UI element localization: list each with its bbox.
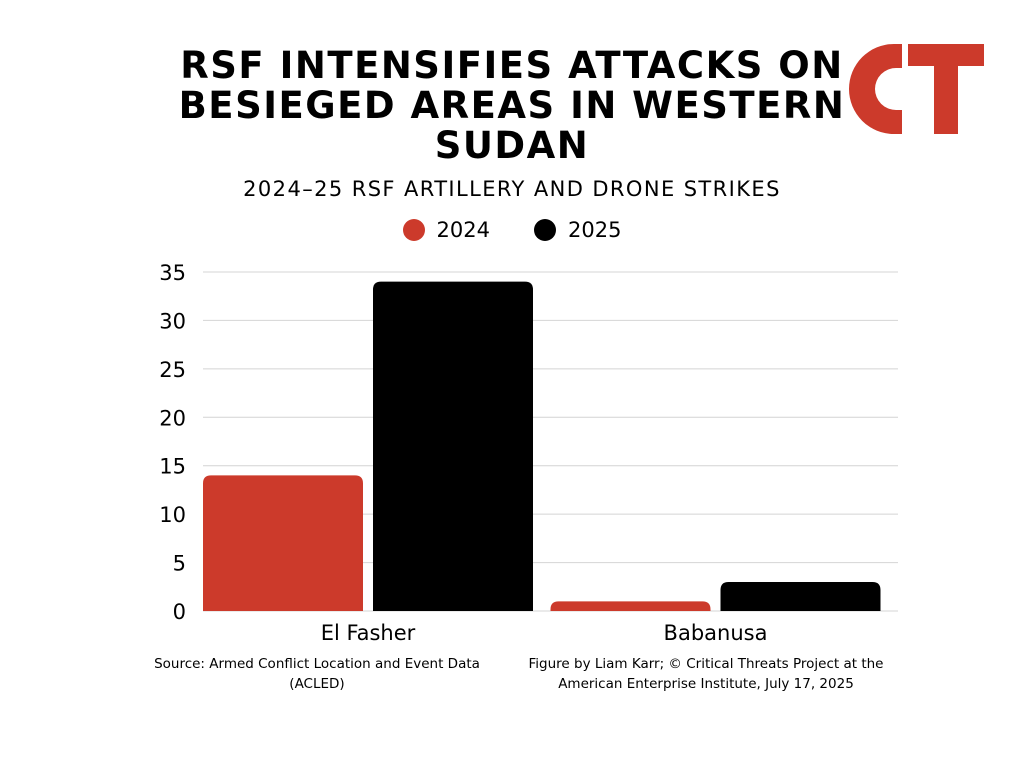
y-tick-label: 25 [159,358,186,382]
chart-title: RSF INTENSIFIES ATTACKS ON BESIEGED AREA… [178,44,846,167]
x-tick-label: Babanusa [664,621,768,645]
y-tick-label: 20 [159,406,186,430]
chart-subtitle: 2024–25 RSF ARTILLERY AND DRONE STRIKES [243,177,781,201]
legend-swatch-2024 [402,219,425,241]
ct-logo [849,44,984,134]
y-tick-label: 15 [159,455,186,479]
bar-el-fasher-2025 [373,281,533,611]
legend-swatch-2025 [534,219,556,241]
source-note: Source: Armed Conflict Location and Even… [154,656,480,692]
legend: 2024 2025 [0,218,1024,242]
credit-note: Figure by Liam Karr; © Critical Threats … [528,656,884,692]
y-tick-label: 35 [159,261,186,285]
y-tick-label: 0 [173,600,186,624]
y-tick-label: 30 [159,309,186,333]
ct-logo-t [908,44,984,134]
bar-babanusa-2025 [720,581,881,611]
legend-item-2024: 2024 [402,218,490,242]
bar-babanusa-2024 [550,601,711,611]
y-tick-label: 10 [159,503,186,527]
ct-logo-c [849,44,902,134]
legend-item-2025: 2025 [534,218,621,242]
legend-label-2025: 2025 [568,218,622,242]
bar-el-fasher-2024 [203,475,363,611]
x-tick-label: El Fasher [321,621,416,645]
y-tick-label: 5 [173,552,186,576]
legend-label-2024: 2024 [436,218,490,242]
